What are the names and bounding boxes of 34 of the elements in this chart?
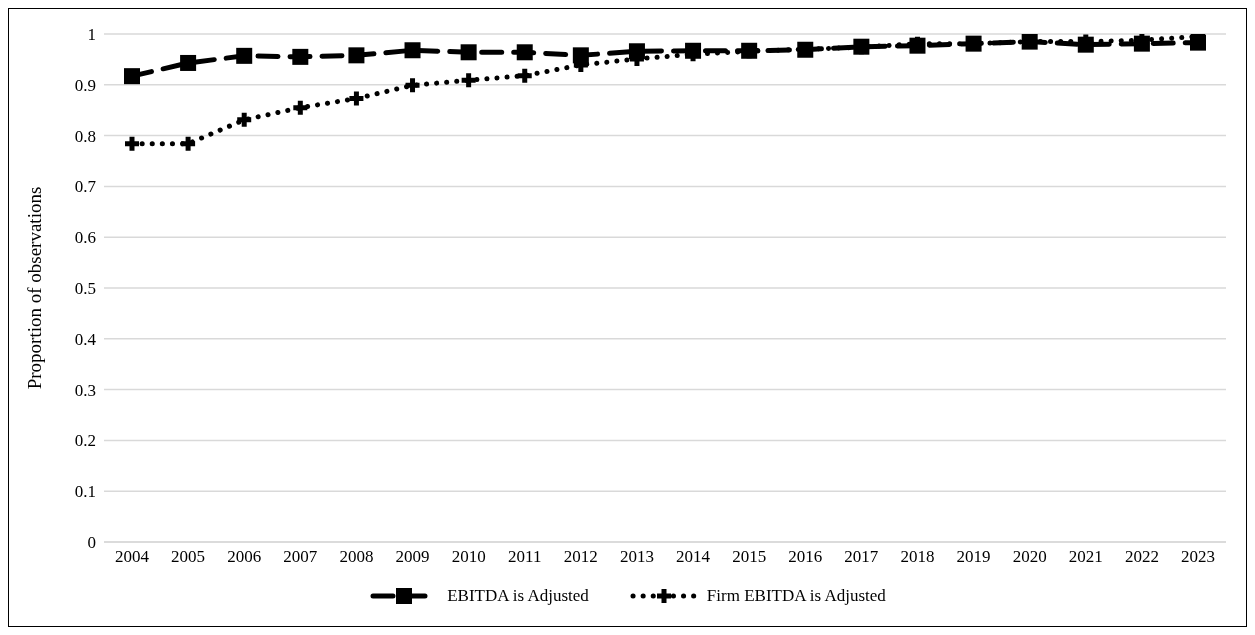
legend-label: EBITDA is Adjusted [447, 586, 589, 606]
x-tick-label: 2007 [283, 547, 318, 567]
x-tick-label: 2013 [619, 547, 654, 567]
x-tick-label: 2016 [788, 547, 823, 567]
y-tick-label: 0.5 [74, 279, 96, 299]
x-tick-label: 2005 [171, 547, 206, 567]
x-tick-label: 2004 [115, 547, 150, 567]
y-tick-label: 0.2 [74, 431, 96, 451]
x-tick-label: 2018 [900, 547, 935, 567]
y-tick-label: 0.7 [74, 177, 97, 197]
y-tick-label: 0.8 [74, 126, 96, 146]
y-tick-label: 0.1 [74, 482, 96, 502]
x-tick-label: 2011 [508, 547, 542, 567]
x-tick-label: 2008 [339, 547, 374, 567]
x-tick-label: 2006 [227, 547, 262, 567]
x-tick-label: 2014 [676, 547, 711, 567]
x-tick-label: 2022 [1124, 547, 1159, 567]
y-tick-label: 0.4 [74, 329, 97, 349]
x-tick-label: 2021 [1068, 547, 1103, 567]
x-tick-label: 2023 [1181, 547, 1215, 567]
x-tick-label: 2012 [563, 547, 598, 567]
x-tick-label: 2009 [395, 547, 430, 567]
legend-label: Firm EBITDA is Adjusted [706, 586, 886, 606]
x-tick-label: 2010 [451, 547, 486, 567]
y-tick-label: 0.3 [74, 380, 96, 400]
y-axis-title: Proportion of observations [23, 186, 45, 390]
y-tick-label: 0.9 [74, 75, 96, 95]
x-tick-label: 2017 [844, 547, 879, 567]
x-tick-label: 2019 [956, 547, 991, 567]
y-tick-label: 0 [87, 533, 96, 553]
y-tick-label: 1 [87, 25, 96, 45]
x-tick-label: 2020 [1012, 547, 1047, 567]
x-tick-label: 2015 [732, 547, 767, 567]
y-tick-label: 0.6 [74, 228, 96, 248]
